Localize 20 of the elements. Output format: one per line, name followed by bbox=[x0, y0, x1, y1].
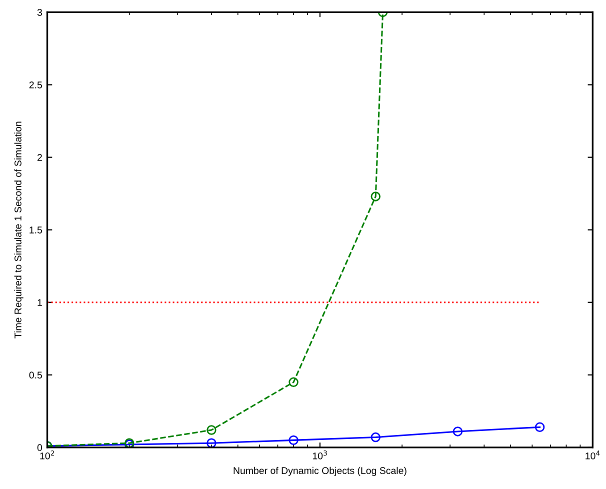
y-tick-label: 1.5 bbox=[30, 226, 42, 234]
y-tick-label: 0 bbox=[37, 444, 42, 452]
x-tick-label: 10$^{3}$ bbox=[312, 450, 327, 460]
x-tick-label: 10$^{4}$ bbox=[586, 450, 600, 460]
point bbox=[206, 438, 216, 448]
x-tick-label: 10$^{2}$ bbox=[40, 450, 54, 460]
x-axis-title: Number of Dynamic Objects (Log Scale) bbox=[234, 466, 406, 476]
y-tick-label: 0.5 bbox=[29, 372, 42, 379]
point bbox=[288, 377, 298, 388]
y-tick-label: 2 bbox=[37, 154, 42, 161]
y-tick-label: 2.5 bbox=[29, 81, 42, 88]
point bbox=[206, 425, 216, 435]
point bbox=[370, 432, 380, 442]
y-tick-label: 1 bbox=[38, 299, 42, 306]
point bbox=[452, 426, 463, 436]
point bbox=[534, 422, 545, 432]
point bbox=[288, 435, 298, 446]
y-tick-label: 3 bbox=[37, 8, 42, 16]
y-axis-title: Time Required to Simulate 1 Second of Simulation bbox=[14, 122, 24, 338]
point bbox=[370, 192, 380, 202]
